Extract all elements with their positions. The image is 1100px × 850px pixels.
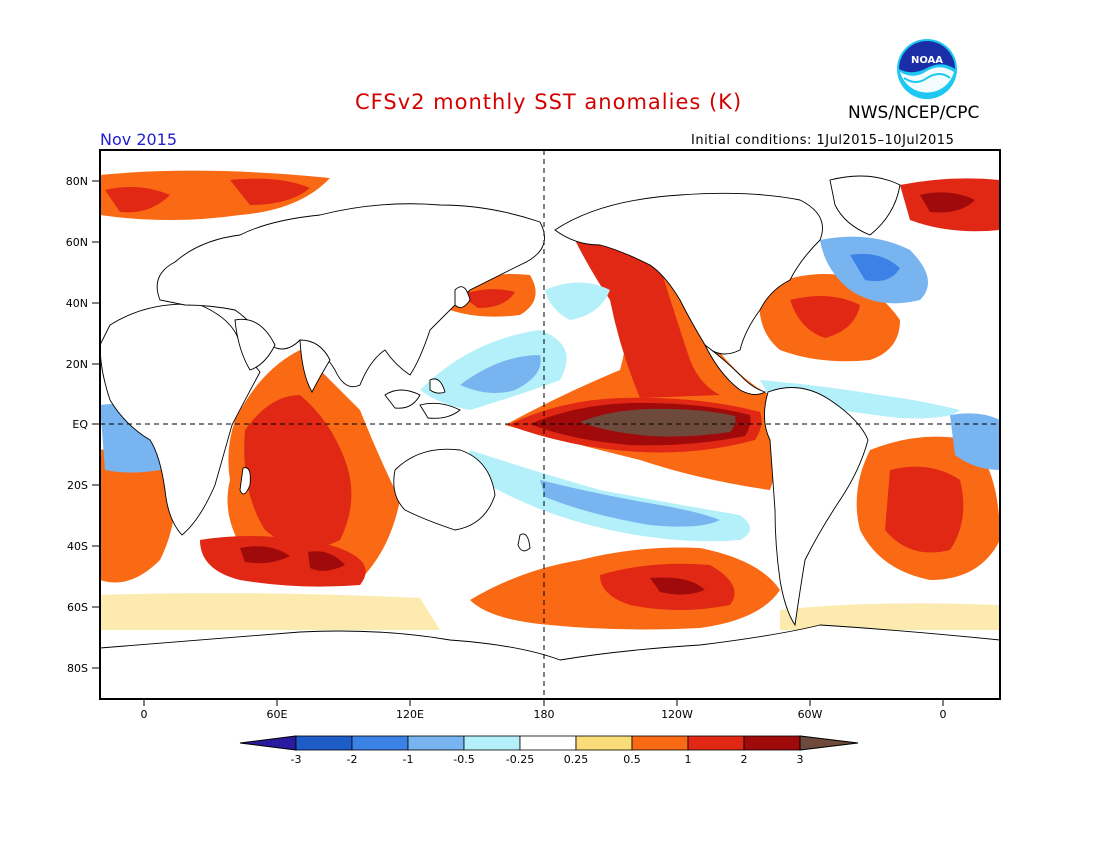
agency-label: NWS/NCEP/CPC [848, 103, 980, 123]
colorbar-bin [687, 735, 745, 751]
colorbar-label: 3 [797, 753, 804, 766]
lon-label-180: 180 [534, 708, 555, 721]
colorbar-bin [631, 735, 689, 751]
colorbar-bin [407, 735, 465, 751]
forecast-month: Nov 2015 [100, 130, 178, 149]
colorbar-bin [743, 735, 801, 751]
colorbar-label: -2 [347, 753, 358, 766]
noaa-logo: NOAA [897, 39, 957, 99]
colorbar-bin [519, 735, 577, 751]
map-title: CFSv2 monthly SST anomalies (K) [355, 90, 743, 114]
lat-label-40s: 40S [67, 540, 88, 553]
lon-label-0-west: 0 [141, 708, 148, 721]
continents [100, 175, 1000, 699]
colorbar-label: -1 [403, 753, 414, 766]
latitude-axis: 80N 60N 40N 20N EQ 20S 40S 60S 80S [66, 175, 100, 675]
lon-label-60w: 60W [798, 708, 823, 721]
lat-label-20n: 20N [66, 358, 88, 371]
initial-conditions: Initial conditions: 1Jul2015–10Jul2015 [691, 133, 955, 148]
lat-label-60s: 60S [67, 601, 88, 614]
colorbar-label: -0.5 [453, 753, 474, 766]
colorbar-bin [575, 735, 633, 751]
lat-label-40n: 40N [66, 297, 88, 310]
colorbar-bin [351, 735, 409, 751]
colorbar-label: 0.25 [564, 753, 589, 766]
lon-label-120e: 120E [396, 708, 424, 721]
colorbar-label: -3 [291, 753, 302, 766]
lat-label-eq: EQ [72, 418, 88, 431]
lat-label-80n: 80N [66, 175, 88, 188]
colorbar-bins [239, 735, 859, 751]
colorbar-bin [295, 735, 353, 751]
lat-label-20s: 20S [67, 479, 88, 492]
colorbar-label: -0.25 [506, 753, 534, 766]
colorbar-label: 2 [741, 753, 748, 766]
colorbar-bin-above-max [799, 735, 859, 751]
logo-text: NOAA [911, 55, 943, 66]
lat-label-60n: 60N [66, 236, 88, 249]
longitude-axis: 0 60E 120E 180 120W 60W 0 [141, 699, 947, 721]
colorbar-bin-below-min [239, 735, 297, 751]
colorbar-bin [463, 735, 521, 751]
colorbar-labels: -3 -2 -1 -0.5 -0.25 0.25 0.5 1 2 3 [291, 753, 804, 766]
lon-label-60e: 60E [267, 708, 288, 721]
lon-label-120w: 120W [661, 708, 693, 721]
lat-label-80s: 80S [67, 662, 88, 675]
lon-label-0-east: 0 [940, 708, 947, 721]
colorbar-label: 1 [685, 753, 692, 766]
colorbar-label: 0.5 [623, 753, 641, 766]
